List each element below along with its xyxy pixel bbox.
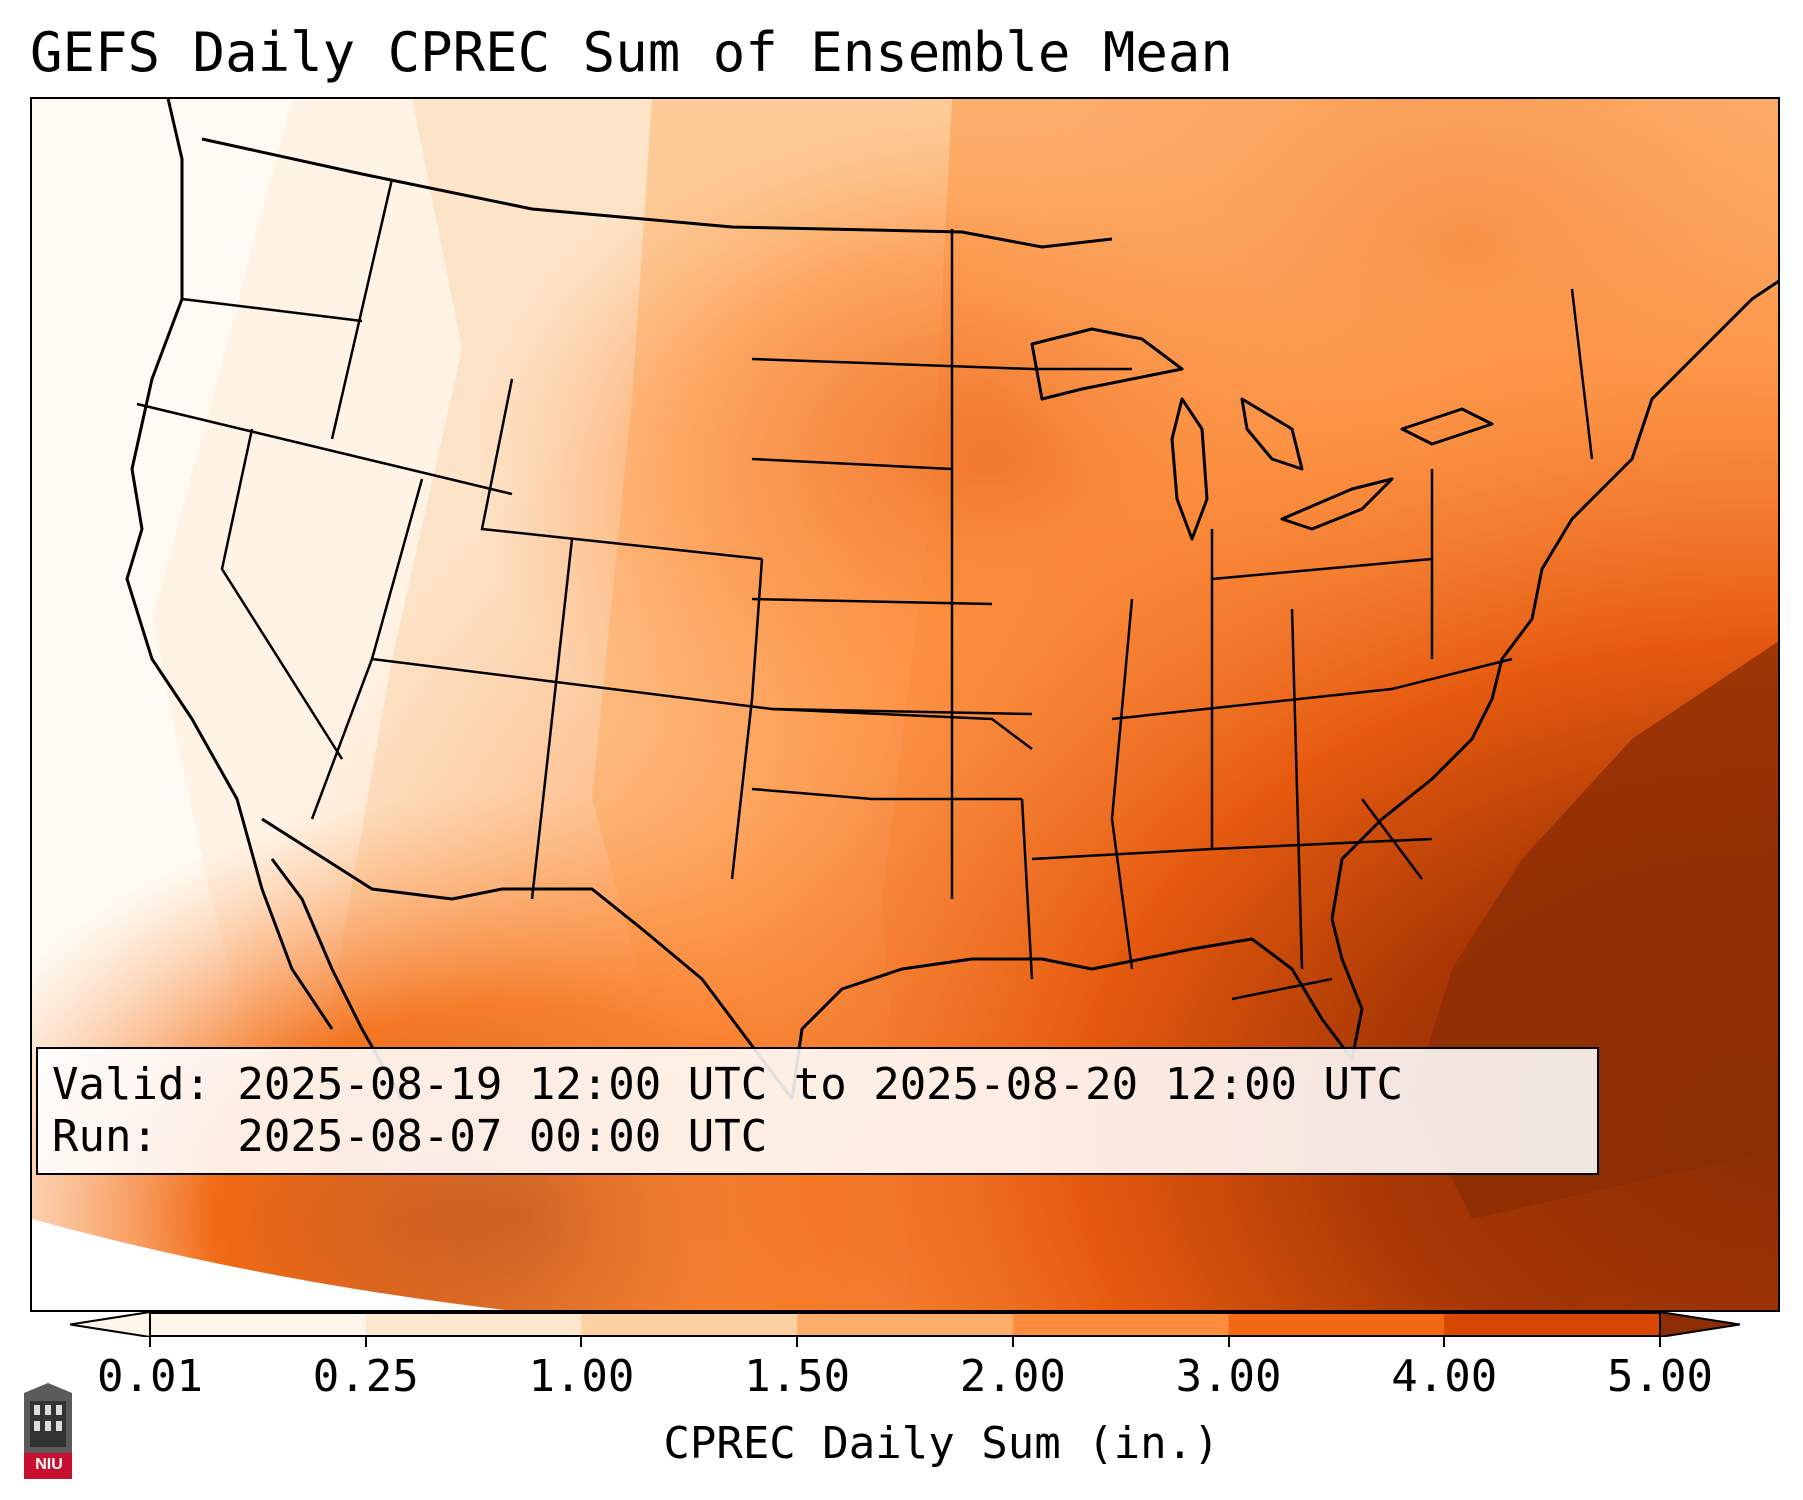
lake-superior — [1030, 327, 1184, 401]
colorbar-outline — [149, 1312, 1661, 1337]
state-line — [751, 357, 1132, 371]
colorbar-segment — [797, 1312, 1014, 1337]
colorbar-tick-label: 0.01 — [97, 1351, 203, 1402]
colorbar-ticks — [0, 1337, 1803, 1417]
colorbar-segment — [581, 1312, 798, 1337]
lake-michigan — [1170, 397, 1209, 541]
east-coastline — [1330, 279, 1778, 920]
state-line — [1211, 557, 1433, 581]
state-line — [330, 178, 394, 440]
colorbar-tick — [364, 1337, 367, 1347]
colorbar-tick-label: 1.50 — [744, 1351, 851, 1402]
colorbar-label: CPREC Daily Sum (in.) — [663, 1418, 1220, 1469]
state-line — [181, 297, 363, 323]
colorbar-tick-label: 1.00 — [528, 1351, 635, 1402]
map-title: GEFS Daily CPREC Sum of Ensemble Mean — [30, 21, 1233, 84]
state-line — [771, 707, 1033, 750]
state-line — [751, 457, 953, 471]
colorbar-tick-label: 3.00 — [1175, 1351, 1282, 1402]
valid-time-text: Valid: 2025-08-19 12:00 UTC to 2025-08-2… — [52, 1059, 1404, 1110]
canada-border — [201, 137, 1113, 249]
lake-ontario — [1400, 407, 1494, 446]
colorbar-tick — [149, 1337, 151, 1347]
state-line — [480, 378, 763, 561]
colorbar-tick — [580, 1337, 583, 1347]
colorbar-extend-high — [1659, 1312, 1740, 1337]
state-line — [1570, 288, 1594, 460]
colorbar-tick — [796, 1337, 799, 1347]
colorbar-tick — [1659, 1337, 1661, 1347]
colorbar-tick — [1227, 1337, 1230, 1347]
university-tower-icon — [24, 1383, 72, 1479]
colorbar-segment — [365, 1312, 582, 1337]
projection-edge — [32, 1219, 505, 1310]
state-line — [136, 402, 513, 496]
state-lines — [136, 178, 1594, 1001]
lake-erie — [1280, 477, 1394, 531]
colorbar-segment — [1012, 1312, 1230, 1337]
colorbar-tick-label: 4.00 — [1391, 1351, 1498, 1402]
lake-huron — [1240, 397, 1304, 471]
state-line — [1231, 977, 1333, 1001]
state-line — [1020, 798, 1034, 980]
state-line — [1110, 598, 1134, 970]
state-line — [1111, 657, 1513, 721]
logo-text: NIU — [35, 1456, 63, 1473]
colorbar-segment — [1444, 1312, 1661, 1337]
run-time-text: Run: 2025-08-07 00:00 UTC — [52, 1111, 768, 1162]
mexico-border — [261, 817, 794, 1100]
state-line — [1361, 798, 1423, 880]
colorbar-tick — [1011, 1337, 1014, 1347]
colorbar-tick — [1443, 1337, 1446, 1347]
gulf-coastline — [790, 918, 1364, 1100]
state-line — [730, 558, 764, 880]
colorbar-tick-label: 0.25 — [312, 1351, 419, 1402]
state-line — [530, 538, 574, 900]
state-line — [220, 428, 344, 760]
colorbar-segment — [1228, 1312, 1445, 1337]
valid-run-info: Valid: 2025-08-19 12:00 UTC to 2025-08-2… — [36, 1047, 1599, 1175]
colorbar-tick-label: 2.00 — [959, 1351, 1066, 1402]
colorbar-segment — [150, 1312, 367, 1337]
colorbar — [70, 1312, 1740, 1337]
colorbar-extend-low — [70, 1312, 151, 1337]
state-line — [1290, 608, 1304, 970]
colorbar-tick-label: 5.00 — [1607, 1351, 1713, 1402]
state-line — [751, 787, 1022, 801]
